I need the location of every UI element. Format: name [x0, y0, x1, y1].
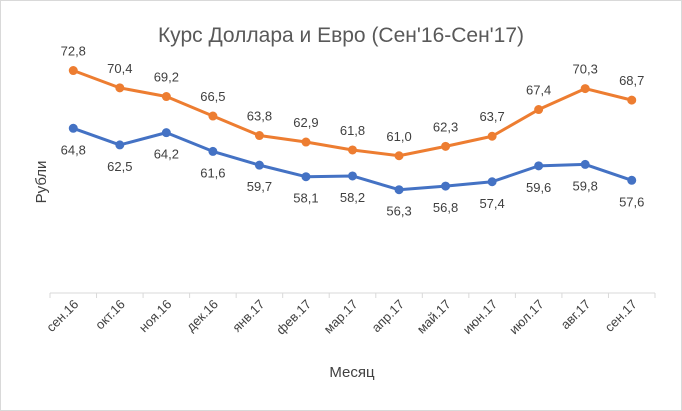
data-label-dollar: 58,1 [293, 191, 318, 206]
data-point-dollar [394, 185, 404, 195]
data-label-dollar: 57,4 [479, 196, 504, 211]
data-point-dollar [301, 172, 311, 182]
data-label-euro: 63,7 [479, 109, 504, 124]
data-point-dollar [254, 160, 264, 170]
data-label-euro: 72,8 [61, 44, 86, 59]
data-label-euro: 70,3 [573, 62, 598, 77]
data-point-euro [534, 105, 544, 115]
data-point-euro [161, 92, 171, 102]
data-point-dollar [115, 140, 125, 150]
data-label-euro: 62,3 [433, 119, 458, 134]
data-point-euro [441, 141, 451, 151]
data-label-dollar: 59,7 [247, 179, 272, 194]
x-axis-title: Месяц [329, 364, 375, 381]
data-point-euro [254, 131, 264, 141]
data-label-dollar: 64,8 [61, 142, 86, 157]
data-label-euro: 61,8 [340, 123, 365, 138]
data-point-dollar [441, 181, 451, 191]
data-label-euro: 68,7 [619, 73, 644, 88]
data-label-dollar: 61,6 [200, 165, 225, 180]
data-label-dollar: 56,3 [386, 204, 411, 219]
chart-title: Курс Доллара и Евро (Сен'16-Сен'17) [158, 24, 524, 47]
data-point-dollar [208, 146, 218, 156]
data-label-euro: 70,4 [107, 61, 132, 76]
data-point-euro [348, 145, 357, 155]
data-point-euro [301, 137, 311, 147]
data-point-euro [627, 95, 637, 105]
data-point-dollar [580, 159, 590, 169]
data-label-euro: 63,8 [247, 109, 272, 124]
data-point-euro [487, 131, 497, 141]
data-point-dollar [348, 171, 357, 181]
data-point-dollar [627, 175, 637, 185]
data-point-euro [115, 83, 125, 93]
data-label-euro: 62,9 [293, 115, 318, 130]
data-point-euro [68, 66, 78, 76]
data-label-euro: 66,5 [200, 89, 225, 104]
data-label-dollar: 62,5 [107, 159, 132, 174]
data-label-dollar: 59,6 [526, 180, 551, 195]
data-label-dollar: 57,6 [619, 194, 644, 209]
data-point-dollar [161, 128, 171, 138]
data-point-euro [580, 84, 590, 94]
data-label-dollar: 64,2 [154, 147, 179, 162]
data-point-dollar [487, 177, 497, 187]
data-label-dollar: 56,8 [433, 200, 458, 215]
data-point-euro [208, 111, 218, 121]
data-label-euro: 69,2 [154, 70, 179, 85]
data-point-euro [394, 151, 404, 161]
data-point-dollar [68, 123, 78, 133]
y-axis-title: Рубли [33, 161, 50, 204]
data-label-euro: 61,0 [386, 129, 411, 144]
data-point-dollar [534, 161, 544, 171]
data-label-dollar: 59,8 [573, 178, 598, 193]
data-label-euro: 67,4 [526, 83, 551, 98]
data-label-dollar: 58,2 [340, 190, 365, 205]
